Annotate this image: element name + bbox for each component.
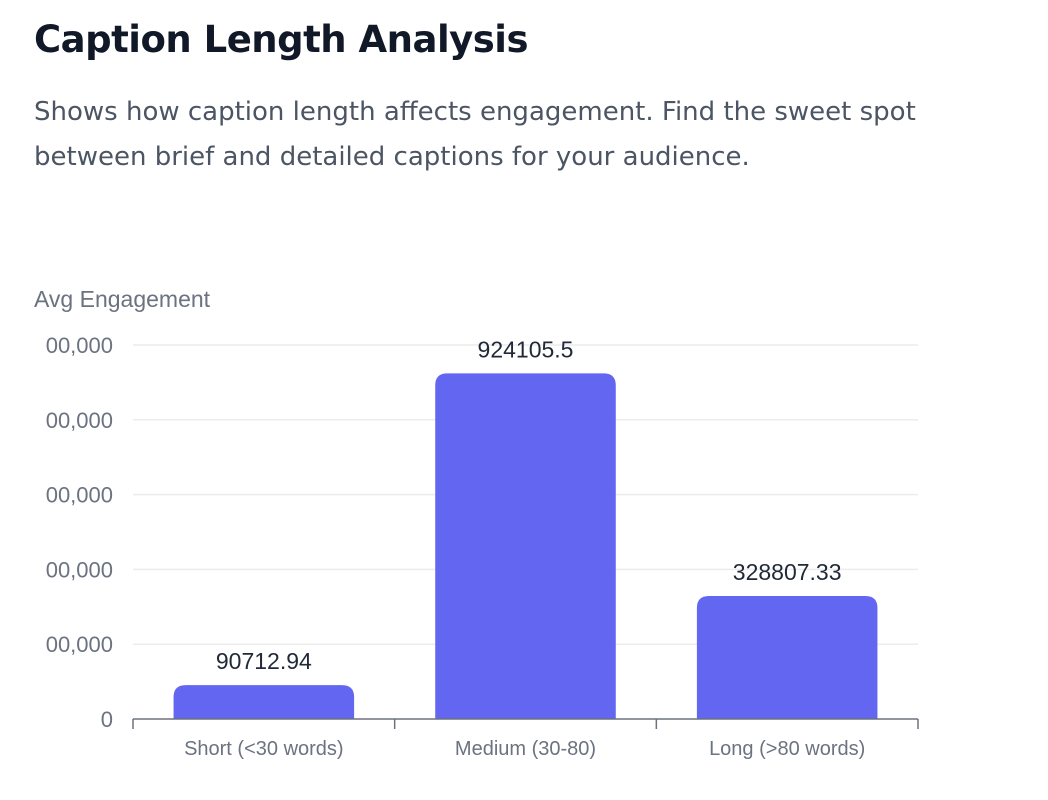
- bar-value-label: 924105.5: [478, 336, 574, 362]
- y-axis-ticks: 0 00,000 00,000 00,000 00,000 00,000: [46, 333, 113, 732]
- page-title: Caption Length Analysis: [34, 18, 529, 61]
- y-axis-label: Avg Engagement: [34, 286, 211, 312]
- y-tick-label: 00,000: [46, 408, 113, 433]
- bar: [435, 373, 616, 719]
- bar-value-label: 328807.33: [733, 559, 842, 585]
- bar: [696, 596, 878, 719]
- page-subtitle: Shows how caption length affects engagem…: [34, 97, 916, 172]
- x-category-label: Long (>80 words): [709, 738, 865, 760]
- x-axis: Short (<30 words) Medium (30-80) Long (>80…: [132, 718, 919, 760]
- y-tick-label: 0: [101, 707, 113, 732]
- y-tick-label: 00,000: [46, 557, 113, 582]
- bar-value-label: 90712.94: [216, 648, 312, 674]
- y-tick-label: 00,000: [46, 632, 113, 657]
- bars: [173, 373, 878, 719]
- bar: [173, 685, 355, 719]
- x-category-label: Short (<30 words): [184, 738, 344, 760]
- value-labels: 90712.94 924105.5 328807.33: [216, 336, 842, 674]
- y-tick-label: 00,000: [46, 333, 113, 358]
- y-tick-label: 00,000: [46, 483, 113, 508]
- x-category-label: Medium (30-80): [455, 738, 596, 760]
